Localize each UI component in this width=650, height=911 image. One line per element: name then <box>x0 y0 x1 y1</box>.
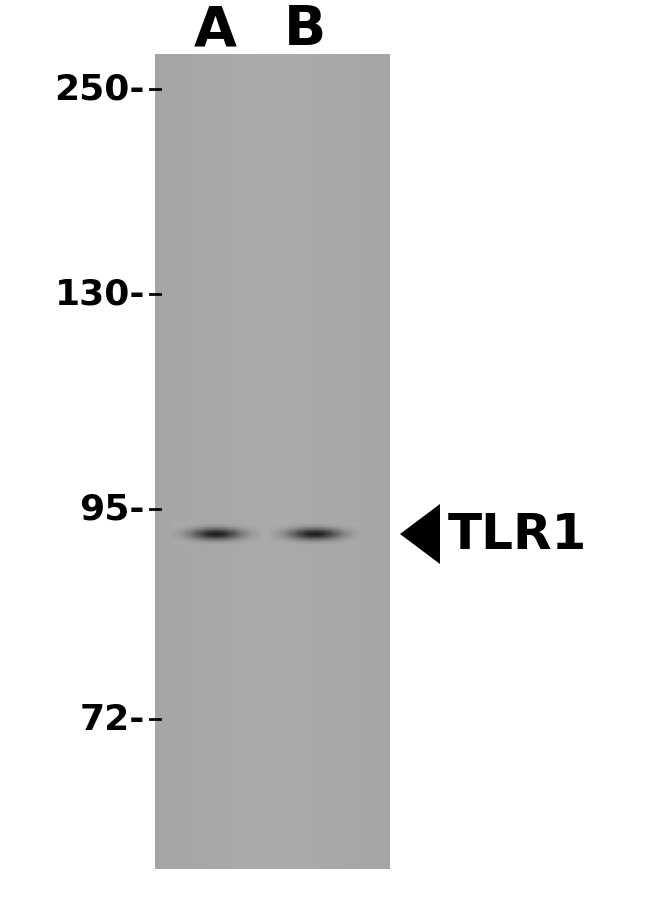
Text: 95-: 95- <box>79 493 145 527</box>
Polygon shape <box>400 505 440 565</box>
Text: TLR1: TLR1 <box>448 510 588 558</box>
Text: 72-: 72- <box>79 702 145 736</box>
Text: B: B <box>284 3 326 56</box>
Text: A: A <box>194 3 237 56</box>
Text: 250-: 250- <box>55 73 145 107</box>
Text: 130-: 130- <box>55 278 145 312</box>
